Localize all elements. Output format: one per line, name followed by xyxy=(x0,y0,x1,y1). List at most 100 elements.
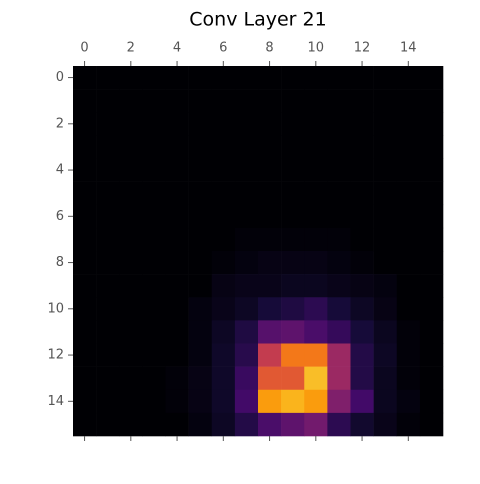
heatmap-cell xyxy=(188,89,213,113)
heatmap-cell xyxy=(96,66,120,90)
heatmap-cell xyxy=(350,135,374,159)
heatmap-cell xyxy=(396,112,421,136)
x-tick-label: 6 xyxy=(219,41,227,56)
heatmap-cell xyxy=(373,389,398,414)
heatmap-cell xyxy=(304,251,328,275)
heatmap-cell xyxy=(211,66,236,90)
heatmap-cell xyxy=(258,251,282,275)
heatmap-cell xyxy=(258,181,282,206)
heatmap-cell xyxy=(327,251,351,275)
heatmap-cell xyxy=(419,135,444,159)
heatmap-cell xyxy=(188,389,213,414)
heatmap-cell xyxy=(234,158,259,182)
heatmap-cell xyxy=(327,135,351,159)
heatmap-cell xyxy=(373,343,398,367)
heatmap-cell xyxy=(373,204,398,229)
heatmap-cell xyxy=(188,112,213,136)
heatmap-cell xyxy=(73,251,97,275)
heatmap-cell xyxy=(188,227,213,252)
heatmap-cell xyxy=(234,274,259,298)
heatmap-cell xyxy=(350,227,374,252)
heatmap-cell xyxy=(327,204,351,229)
heatmap-cell xyxy=(373,320,398,344)
heatmap-cell xyxy=(350,343,374,367)
heatmap-cell xyxy=(165,251,189,275)
heatmap-cell xyxy=(73,343,97,367)
x-tick-label: 12 xyxy=(354,41,371,56)
heatmap-cell xyxy=(165,158,189,182)
heatmap-cell xyxy=(211,181,236,206)
y-tick-label: 12 xyxy=(47,348,64,363)
heatmap-cell xyxy=(188,135,213,159)
y-tick-label: 2 xyxy=(56,116,64,131)
heatmap-cell xyxy=(350,389,374,414)
heatmap-cell xyxy=(211,389,236,414)
heatmap-cell xyxy=(165,112,189,136)
heatmap-cell xyxy=(119,181,143,206)
heatmap-cell xyxy=(373,251,398,275)
heatmap-cell xyxy=(281,320,305,344)
heatmap-cell xyxy=(96,320,120,344)
heatmap-cell xyxy=(419,320,444,344)
heatmap-cell xyxy=(373,366,398,391)
heatmap-cell xyxy=(142,274,166,298)
heatmap-cell xyxy=(258,412,282,437)
heatmap-cell xyxy=(142,112,166,136)
x-tick-label: 2 xyxy=(127,41,135,56)
heatmap-cell xyxy=(142,158,166,182)
heatmap-cell xyxy=(258,274,282,298)
heatmap-cell xyxy=(96,204,120,229)
heatmap-cell xyxy=(73,112,97,136)
heatmap-cell xyxy=(327,66,351,90)
heatmap-cell xyxy=(281,158,305,182)
heatmap-cell xyxy=(234,251,259,275)
heatmap-cell xyxy=(165,343,189,367)
heatmap-cell xyxy=(281,297,305,321)
heatmap-cell xyxy=(373,112,398,136)
heatmap-cell xyxy=(142,343,166,367)
heatmap-cell xyxy=(396,343,421,367)
heatmap-cell xyxy=(96,297,120,321)
heatmap-cell xyxy=(188,366,213,391)
heatmap-cell xyxy=(142,181,166,206)
heatmap-cell xyxy=(350,158,374,182)
heatmap-cell xyxy=(327,389,351,414)
heatmap-cell xyxy=(327,158,351,182)
heatmap-cell xyxy=(211,89,236,113)
heatmap-cell xyxy=(119,66,143,90)
heatmap-cell xyxy=(419,274,444,298)
heatmap-cell xyxy=(142,227,166,252)
heatmap-cell xyxy=(419,343,444,367)
heatmap-cell xyxy=(234,227,259,252)
heatmap-cell xyxy=(142,389,166,414)
heatmap-cell xyxy=(165,227,189,252)
heatmap-cell xyxy=(165,412,189,437)
heatmap-cell xyxy=(304,158,328,182)
heatmap-cell xyxy=(165,181,189,206)
heatmap-cell xyxy=(419,204,444,229)
heatmap-cell xyxy=(396,204,421,229)
heatmap-cell xyxy=(304,320,328,344)
heatmap-cell xyxy=(373,135,398,159)
heatmap-cell xyxy=(119,135,143,159)
heatmap-cell xyxy=(281,412,305,437)
heatmap-cell xyxy=(327,297,351,321)
heatmap-cell xyxy=(304,89,328,113)
heatmap-cell xyxy=(327,112,351,136)
y-tick-label: 0 xyxy=(56,70,64,85)
x-tick-label: 0 xyxy=(80,41,88,56)
chart-title: Conv Layer 21 xyxy=(189,9,326,31)
heatmap-cell xyxy=(165,297,189,321)
heatmap-cell xyxy=(396,89,421,113)
heatmap-cell xyxy=(350,251,374,275)
heatmap-cell xyxy=(73,412,97,437)
heatmap-cell xyxy=(281,227,305,252)
heatmap-cell xyxy=(234,389,259,414)
heatmap-cell xyxy=(419,389,444,414)
heatmap-cell xyxy=(96,412,120,437)
heatmap-cell xyxy=(142,135,166,159)
heatmap-cell xyxy=(211,227,236,252)
heatmap-cell xyxy=(165,274,189,298)
heatmap-cell xyxy=(373,66,398,90)
heatmap-cell xyxy=(234,135,259,159)
